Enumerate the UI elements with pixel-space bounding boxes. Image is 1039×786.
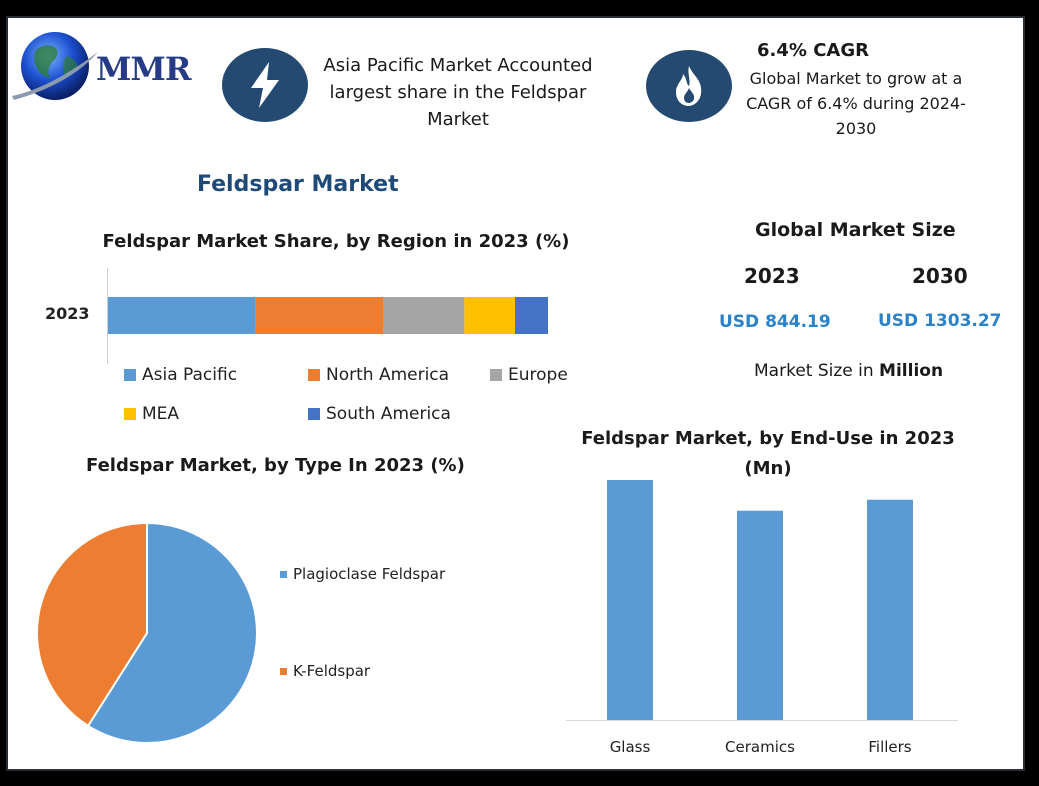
region-bar-segment (108, 297, 256, 334)
market-size-unit: Market Size in Million (754, 361, 943, 381)
enduse-category-label: Ceramics (725, 738, 795, 756)
type-chart-legend: Plagioclase Feldspar K-Feldspar (280, 565, 500, 685)
enduse-category-label: Glass (610, 738, 651, 756)
page-title: Feldspar Market (197, 172, 399, 197)
market-value-2023: USD 844.19 (719, 312, 831, 332)
legend-item: South America (308, 404, 451, 424)
market-year-2030: 2030 (912, 264, 968, 288)
market-size-unit-prefix: Market Size in (754, 361, 874, 381)
type-chart-title: Feldspar Market, by Type In 2023 (%) (86, 455, 465, 476)
legend-swatch (308, 369, 320, 381)
enduse-bar-chart: Glass Ceramics Fillers (566, 480, 958, 756)
pie-slice (36, 521, 148, 728)
legend-swatch (280, 570, 287, 578)
legend-item: Europe (490, 365, 568, 385)
legend-swatch (280, 667, 287, 675)
enduse-chart-title: Feldspar Market, by End-Use in 2023 (Mn) (581, 428, 955, 479)
logo-text: MMR (96, 50, 191, 88)
globe-logo-icon (12, 32, 98, 100)
cagr-title: 6.4% CAGR (757, 40, 869, 61)
market-year-2023: 2023 (744, 264, 800, 288)
legend-swatch (308, 408, 320, 420)
region-bar-segment (515, 297, 548, 334)
legend-label: K-Feldspar (293, 662, 371, 680)
legend-label: South America (326, 404, 451, 424)
pie-slice (86, 521, 258, 744)
legend-label: MEA (142, 404, 180, 424)
legend-item: K-Feldspar (280, 662, 370, 680)
cagr-text: Global Market to grow at a CAGR of 6.4% … (746, 69, 966, 138)
enduse-bar (867, 499, 913, 720)
legend-item: MEA (124, 404, 179, 424)
legend-swatch (124, 369, 136, 381)
region-stacked-bar-chart (107, 268, 548, 364)
market-size-unit-bold: Million (879, 361, 944, 381)
region-highlight-text: Asia Pacific Market Accounted largest sh… (323, 55, 593, 130)
legend-item: North America (308, 365, 449, 385)
enduse-category-label: Fillers (868, 738, 911, 756)
region-bar-segment (464, 297, 515, 334)
region-bar-segment (255, 297, 383, 334)
type-pie-chart (36, 521, 258, 744)
market-size-title: Global Market Size (755, 219, 956, 241)
region-chart-legend: Asia Pacific North America Europe MEA So… (124, 365, 594, 427)
enduse-bar (607, 480, 653, 720)
region-bar-segment (383, 297, 465, 334)
legend-swatch (490, 369, 502, 381)
legend-label: Europe (508, 365, 568, 385)
flame-icon (646, 50, 732, 122)
lightning-bolt-icon (222, 48, 308, 122)
legend-item: Asia Pacific (124, 365, 237, 385)
market-value-2030: USD 1303.27 (878, 311, 1002, 331)
legend-label: Plagioclase Feldspar (293, 565, 446, 583)
legend-item: Plagioclase Feldspar (280, 565, 445, 583)
legend-label: Asia Pacific (142, 365, 238, 385)
legend-label: North America (326, 365, 450, 385)
legend-swatch (124, 408, 136, 420)
region-chart-title: Feldspar Market Share, by Region in 2023… (102, 231, 570, 252)
region-chart-category-label: 2023 (45, 304, 90, 323)
enduse-bar (737, 510, 783, 720)
